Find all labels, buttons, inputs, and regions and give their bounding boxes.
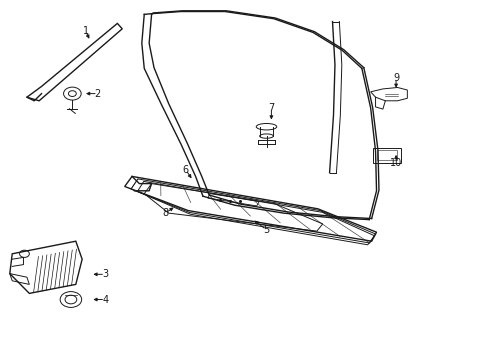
Text: 6: 6 [183, 165, 188, 175]
Text: 10: 10 [389, 158, 402, 168]
Text: 8: 8 [162, 208, 168, 218]
Text: 4: 4 [102, 294, 108, 305]
Text: 7: 7 [268, 103, 274, 113]
Text: 9: 9 [392, 73, 398, 84]
Text: 3: 3 [102, 269, 108, 279]
Text: 2: 2 [95, 89, 101, 99]
Text: 5: 5 [263, 225, 269, 235]
Text: 1: 1 [82, 26, 88, 36]
